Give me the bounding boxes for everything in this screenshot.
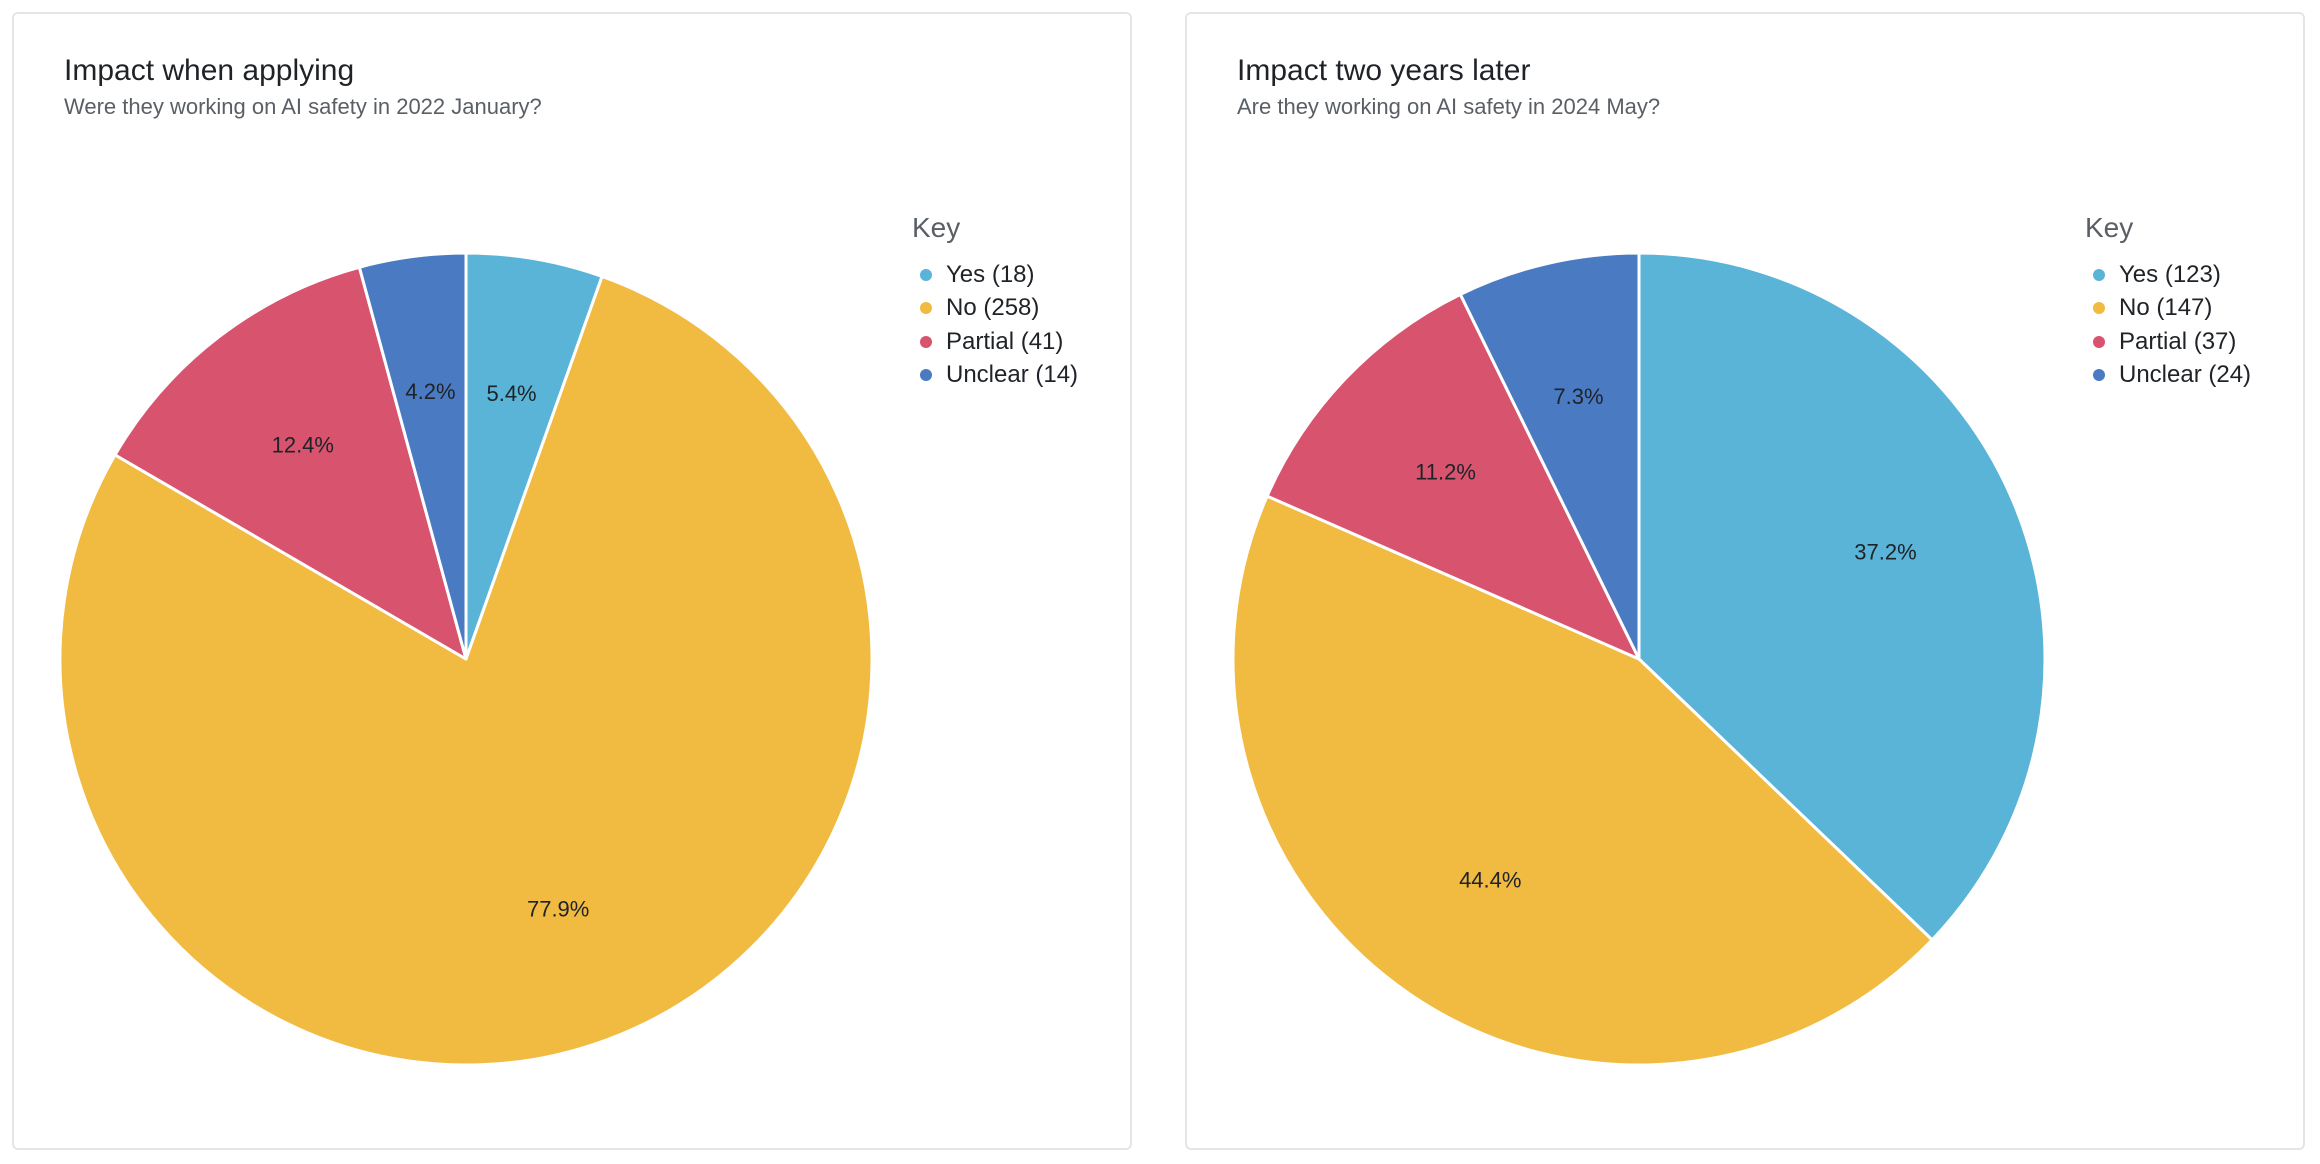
legend-item-no[interactable]: No (147) (2085, 292, 2251, 326)
legend-label-no: No (147) (2119, 294, 2213, 322)
legend-item-no[interactable]: No (258) (912, 292, 1078, 326)
legend-item-partial[interactable]: Partial (37) (2085, 325, 2251, 359)
legend-title: Key (2085, 212, 2134, 243)
pie-slice-no[interactable] (1231, 494, 1934, 1067)
legend-item-yes[interactable]: Yes (18) (912, 258, 1078, 292)
legend-swatch-no (920, 302, 932, 315)
legend-swatch-partial (2093, 335, 2105, 348)
legend-swatch-partial (920, 335, 932, 348)
legend: Key Yes (123) No (147) Partial (37) Uncl… (2085, 212, 2251, 392)
legend-swatch-yes (2093, 268, 2105, 281)
pie-slice-partial[interactable] (113, 265, 468, 661)
chart-card-impact-two-years-later: Impact two years later Are they working … (1185, 12, 2305, 1150)
chart-subtitle: Are they working on AI safety in 2024 Ma… (1237, 94, 1661, 119)
pie-slice-unclear[interactable] (357, 251, 468, 661)
legend-label-no: No (258) (946, 294, 1040, 322)
legend-label-yes: Yes (18) (946, 260, 1035, 288)
pie-slice-partial[interactable] (1265, 292, 1641, 661)
slice-label-yes: 5.4% (486, 381, 536, 406)
legend-item-yes[interactable]: Yes (123) (2085, 258, 2251, 292)
legend-item-unclear[interactable]: Unclear (14) (912, 359, 1078, 393)
legend-label-partial: Partial (41) (946, 327, 1064, 355)
pie-slice-yes[interactable] (1637, 251, 2047, 942)
pie-slice-no[interactable] (58, 274, 874, 1067)
slice-label-unclear: 7.3% (1553, 384, 1603, 409)
slice-label-partial: 11.2% (1415, 459, 1476, 484)
legend-swatch-unclear (2093, 369, 2105, 382)
legend-label-unclear: Unclear (14) (946, 361, 1079, 389)
legend-swatch-no (2093, 302, 2105, 315)
legend-label-yes: Yes (123) (2119, 260, 2221, 288)
chart-title: Impact when applying (64, 54, 355, 87)
slice-label-partial: 12.4% (272, 432, 334, 457)
legend-swatch-unclear (920, 369, 932, 382)
slice-label-yes: 37.2% (1854, 540, 1916, 565)
slice-label-no: 44.4% (1459, 868, 1521, 893)
legend-label-unclear: Unclear (24) (2119, 361, 2252, 389)
chart-title: Impact two years later (1237, 54, 1531, 87)
slice-label-no: 77.9% (527, 896, 589, 921)
legend-item-partial[interactable]: Partial (41) (912, 325, 1078, 359)
legend-swatch-yes (920, 268, 932, 281)
chart-card-impact-when-applying: Impact when applying Were they working o… (12, 12, 1132, 1150)
pie-slice-unclear[interactable] (1458, 251, 1641, 661)
pie-slice-yes[interactable] (464, 251, 604, 661)
chart-subtitle: Were they working on AI safety in 2022 J… (64, 94, 542, 119)
slice-label-unclear: 4.2% (405, 379, 455, 404)
legend-label-partial: Partial (37) (2119, 327, 2237, 355)
legend-item-unclear[interactable]: Unclear (24) (2085, 359, 2251, 393)
pie-chart: 37.2% 44.4% 11.2% 7.3% (1231, 251, 2047, 1067)
legend: Key Yes (18) No (258) Partial (41) Uncle… (912, 212, 1078, 392)
pie-chart: 5.4% 77.9% 12.4% 4.2% (58, 251, 874, 1067)
legend-title: Key (912, 212, 961, 243)
